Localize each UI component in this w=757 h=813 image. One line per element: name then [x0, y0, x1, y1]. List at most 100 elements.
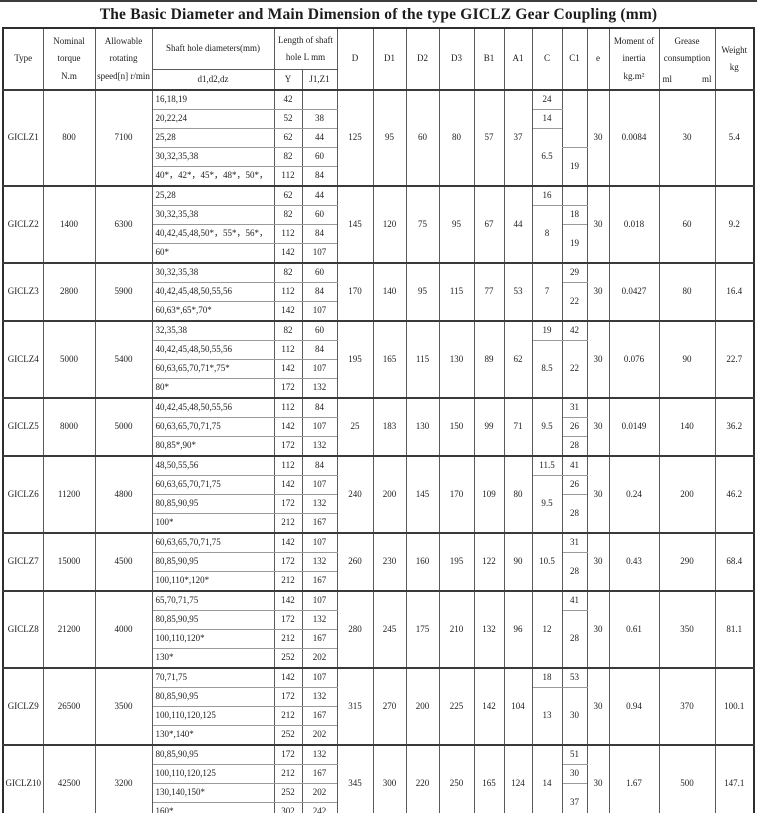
- cell-e: 30: [586, 455, 610, 534]
- cell-D3: 150: [438, 397, 475, 457]
- cell-C1: 28: [561, 494, 588, 534]
- cell-shaft-diameters: 40,42,45,48,50*，55*，56*，: [151, 224, 275, 244]
- cell-B1: 122: [473, 532, 505, 592]
- cell-D3: 195: [438, 532, 475, 592]
- cell-C1: 31: [561, 397, 588, 418]
- cell-nominal-torque: 5000: [42, 320, 96, 399]
- header-C1: C1: [561, 27, 588, 91]
- cell-shaft-diameters: 80*: [151, 378, 275, 399]
- header-allowable-speed: Allowable rotating speed[n] r/min: [94, 27, 153, 91]
- cell-B1: 89: [473, 320, 505, 399]
- cell-shaft-diameters: 32,35,38: [151, 320, 275, 341]
- cell-shaft-diameters: 130,140,150*: [151, 783, 275, 803]
- cell-length-j1z1: 107: [301, 243, 338, 264]
- cell-shaft-diameters: 70,71,75: [151, 667, 275, 688]
- header-C: C: [531, 27, 563, 91]
- cell-length-y: 52: [273, 109, 303, 129]
- cell-length-y: 172: [273, 494, 303, 514]
- cell-moment-of-inertia: 0.94: [608, 667, 660, 746]
- cell-shaft-diameters: 130*: [151, 648, 275, 669]
- cell-B1: 67: [473, 185, 505, 264]
- cell-shaft-diameters: 30,32,35,38: [151, 147, 275, 167]
- cell-shaft-diameters: 100,110,120*: [151, 629, 275, 649]
- cell-moment-of-inertia: 0.43: [608, 532, 660, 592]
- cell-D2: 175: [405, 590, 440, 669]
- cell-moment-of-inertia: 0.018: [608, 185, 660, 264]
- cell-shaft-diameters: 40,42,45,48,50,55,56: [151, 397, 275, 418]
- header-D1: D1: [372, 27, 407, 91]
- cell-shaft-diameters: 40,42,45,48,50,55,56: [151, 340, 275, 360]
- table-row: GICLZ5 8000 5000 40,42,45,48,50,55,56 112 84 2…: [2, 397, 755, 457]
- cell-length-j1z1: 84: [301, 340, 338, 360]
- cell-shaft-diameters: 20,22,24: [151, 109, 275, 129]
- cell-weight: 36.2: [714, 397, 755, 457]
- table-row: 60,63,65,70,71,75 142 107 26: [3, 417, 754, 437]
- cell-length-y: 142: [273, 417, 303, 437]
- cell-length-y: 172: [273, 552, 303, 572]
- cell-C: 6.5: [531, 128, 563, 187]
- cell-weight: 16.4: [714, 262, 755, 322]
- cell-length-y: 112: [273, 224, 303, 244]
- cell-A1: 96: [503, 590, 533, 669]
- cell-C1: 41: [561, 590, 588, 611]
- cell-D2: 95: [405, 262, 440, 322]
- header-shaft-hole-diameters: Shaft hole diameters(mm): [151, 27, 275, 70]
- table-row: 100,110,120,125 212 167: [3, 706, 754, 726]
- cell-weight: 100.1: [714, 667, 755, 746]
- cell-D2: 115: [405, 320, 440, 399]
- cell-C: 12: [531, 590, 563, 669]
- table-row: 40,42,45,48,50*，55*，56*， 112 84 19: [3, 224, 754, 264]
- cell-D: 170: [336, 262, 374, 322]
- table-row: GICLZ8 21200 4000 65,70,71,75 142 107 280 245 17…: [2, 590, 755, 669]
- cell-nominal-torque: 21200: [42, 590, 96, 669]
- cell-length-y: 142: [273, 667, 303, 688]
- cell-nominal-torque: 8000: [42, 397, 96, 457]
- cell-D: 315: [336, 667, 374, 746]
- cell-shaft-diameters: 60,63,65,70,71,75: [151, 475, 275, 495]
- cell-e: 30: [586, 320, 610, 399]
- table-body: GICLZ1 800 7100 16,18,19 42 125 95 60 80 57 37 24 30…: [2, 89, 755, 813]
- cell-nominal-torque: 1400: [42, 185, 96, 264]
- cell-length-j1z1: 167: [301, 513, 338, 534]
- cell-e: 30: [586, 590, 610, 669]
- cell-shaft-diameters: 60*: [151, 243, 275, 264]
- cell-allowable-speed: 3200: [94, 744, 153, 813]
- cell-D1: 183: [372, 397, 407, 457]
- cell-C: 24: [531, 89, 563, 110]
- cell-shaft-diameters: 80,85,90,95: [151, 494, 275, 514]
- cell-D: 195: [336, 320, 374, 399]
- cell-length-y: 172: [273, 436, 303, 457]
- table-row: GICLZ6 11200 4800 48,50,55,56 112 84 240 200 145…: [2, 455, 755, 534]
- cell-C: 9.5: [531, 475, 563, 534]
- cell-length-y: 112: [273, 166, 303, 187]
- table-row: 60,63,65,70,71*,75* 142 107: [3, 359, 754, 379]
- cell-shaft-diameters: 30,32,35,38: [151, 205, 275, 225]
- cell-length-y: 212: [273, 513, 303, 534]
- cell-length-y: 212: [273, 571, 303, 592]
- cell-D1: 140: [372, 262, 407, 322]
- cell-A1: 44: [503, 185, 533, 264]
- cell-length-j1z1: 107: [301, 475, 338, 495]
- cell-A1: 71: [503, 397, 533, 457]
- cell-shaft-diameters: 30,32,35,38: [151, 262, 275, 283]
- table-row: 80,85,90,95 172 132 28: [3, 610, 754, 669]
- cell-length-y: 142: [273, 243, 303, 264]
- cell-type: GICLZ4: [2, 320, 44, 399]
- cell-e: 30: [586, 744, 610, 813]
- cell-length-j1z1: 202: [301, 648, 338, 669]
- cell-grease-consumption: 30: [658, 89, 716, 187]
- cell-C: 8.5: [531, 340, 563, 399]
- table-row: 20,22,24 52 38 14: [3, 109, 754, 129]
- cell-grease-consumption: 80: [658, 262, 716, 322]
- cell-length-j1z1: 202: [301, 783, 338, 803]
- cell-length-j1z1: 167: [301, 629, 338, 649]
- cell-B1: 99: [473, 397, 505, 457]
- cell-e: 30: [586, 397, 610, 457]
- cell-length-y: 212: [273, 629, 303, 649]
- cell-weight: 147.1: [714, 744, 755, 813]
- cell-C1: 30: [561, 764, 588, 784]
- cell-C: 19: [531, 320, 563, 341]
- cell-e: 30: [586, 185, 610, 264]
- header-D3: D3: [438, 27, 475, 91]
